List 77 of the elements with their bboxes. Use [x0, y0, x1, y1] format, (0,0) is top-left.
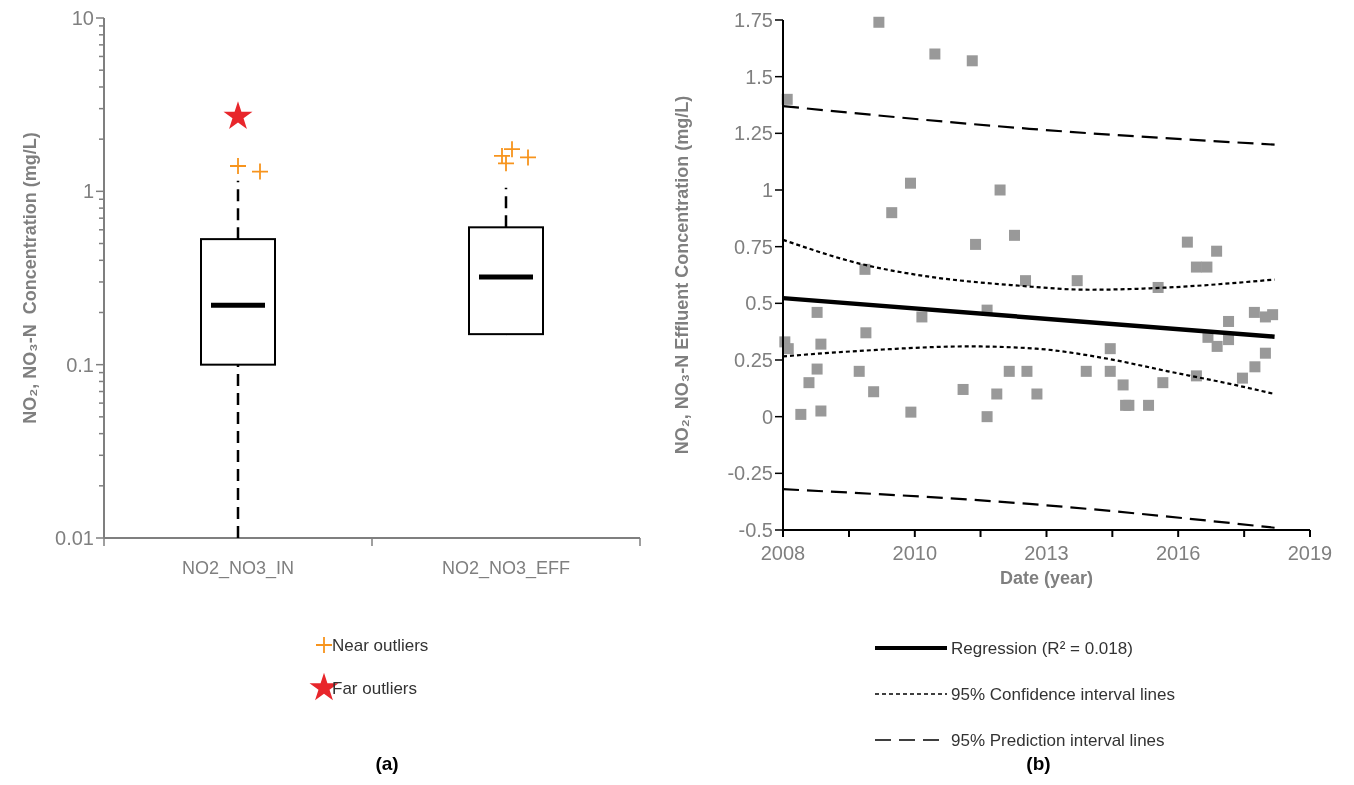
- point: [929, 48, 941, 60]
- point: [815, 338, 827, 350]
- x-tick-label: 2013: [1024, 542, 1069, 564]
- point: [1236, 372, 1248, 384]
- point: [1152, 281, 1164, 293]
- y-tick-label: 10: [71, 7, 94, 29]
- y-axis-title: NO₂, NO₃-N Concentration (mg/L): [20, 132, 40, 424]
- y-tick-label: -0.5: [738, 519, 773, 541]
- y-tick-label: 0.5: [745, 292, 773, 315]
- point: [811, 306, 823, 318]
- legend-label: 95% Prediction interval lines: [951, 730, 1165, 750]
- y-tick-label: 0.25: [734, 349, 773, 371]
- point: [1009, 229, 1020, 241]
- point: [1181, 236, 1193, 248]
- point: [966, 55, 978, 67]
- point: [1211, 245, 1223, 257]
- point: [1267, 309, 1279, 321]
- point: [1248, 306, 1260, 318]
- y-tick-label: 0: [761, 405, 773, 428]
- point: [803, 377, 815, 389]
- point: [1259, 347, 1271, 359]
- point: [873, 16, 885, 28]
- point: [1021, 365, 1033, 377]
- point: [1080, 365, 1092, 377]
- legend-label: Regression (R² = 0.018): [951, 638, 1133, 658]
- point: [994, 184, 1006, 196]
- x-tick-label: 2019: [1287, 542, 1333, 564]
- y-tick-label: 1: [761, 179, 773, 201]
- point: [991, 388, 1003, 400]
- text: (b): [1026, 753, 1051, 774]
- point: [1157, 377, 1169, 389]
- y-tick-label: -0.25: [727, 462, 773, 485]
- point: [1104, 365, 1116, 377]
- point: [1190, 261, 1202, 273]
- point: [1003, 365, 1015, 377]
- point: [860, 327, 872, 339]
- point: [815, 405, 827, 417]
- point: [853, 365, 865, 377]
- y-tick-label: 0.75: [734, 235, 773, 258]
- y-tick-label: 1: [82, 180, 94, 203]
- legend-label: 95% Confidence interval lines: [951, 684, 1175, 704]
- point: [905, 406, 917, 418]
- legend-label: Far outliers: [332, 678, 418, 698]
- x-axis-title: Date (year): [999, 568, 1094, 588]
- point: [886, 207, 898, 219]
- point: [1211, 340, 1223, 352]
- point: [1031, 388, 1043, 400]
- point: [1071, 275, 1083, 287]
- y-tick-label: 0.1: [66, 353, 94, 376]
- point: [916, 311, 928, 323]
- text: (a): [375, 753, 399, 774]
- x-tick-label: NO2_NO3_EFF: [441, 558, 571, 579]
- point: [1143, 399, 1155, 411]
- y-tick-label: 0.01: [55, 527, 94, 549]
- y-axis-title: NO₂, NO₃-N Effluent Concentration (mg/L): [672, 95, 692, 455]
- point: [957, 383, 969, 395]
- point: [868, 386, 880, 398]
- point: [904, 177, 916, 189]
- y-tick-label: 1.75: [734, 9, 773, 31]
- y-tick-label: 1.5: [745, 65, 773, 88]
- point: [1020, 275, 1032, 287]
- point: [981, 411, 993, 423]
- y-tick-label: 1.25: [734, 122, 773, 145]
- legend-label: Near outliers: [332, 635, 429, 655]
- point: [811, 363, 823, 375]
- point: [859, 263, 871, 275]
- point: [1117, 379, 1129, 391]
- x-tick-label: 2010: [892, 542, 938, 564]
- point: [1201, 261, 1213, 273]
- x-tick-label: NO2_NO3_IN: [181, 558, 295, 579]
- point: [1104, 343, 1116, 355]
- point: [1223, 315, 1235, 327]
- point: [970, 238, 982, 250]
- point: [795, 408, 807, 420]
- x-tick-label: 2008: [760, 542, 806, 564]
- point: [1249, 361, 1261, 373]
- x-tick-label: 2016: [1155, 542, 1201, 564]
